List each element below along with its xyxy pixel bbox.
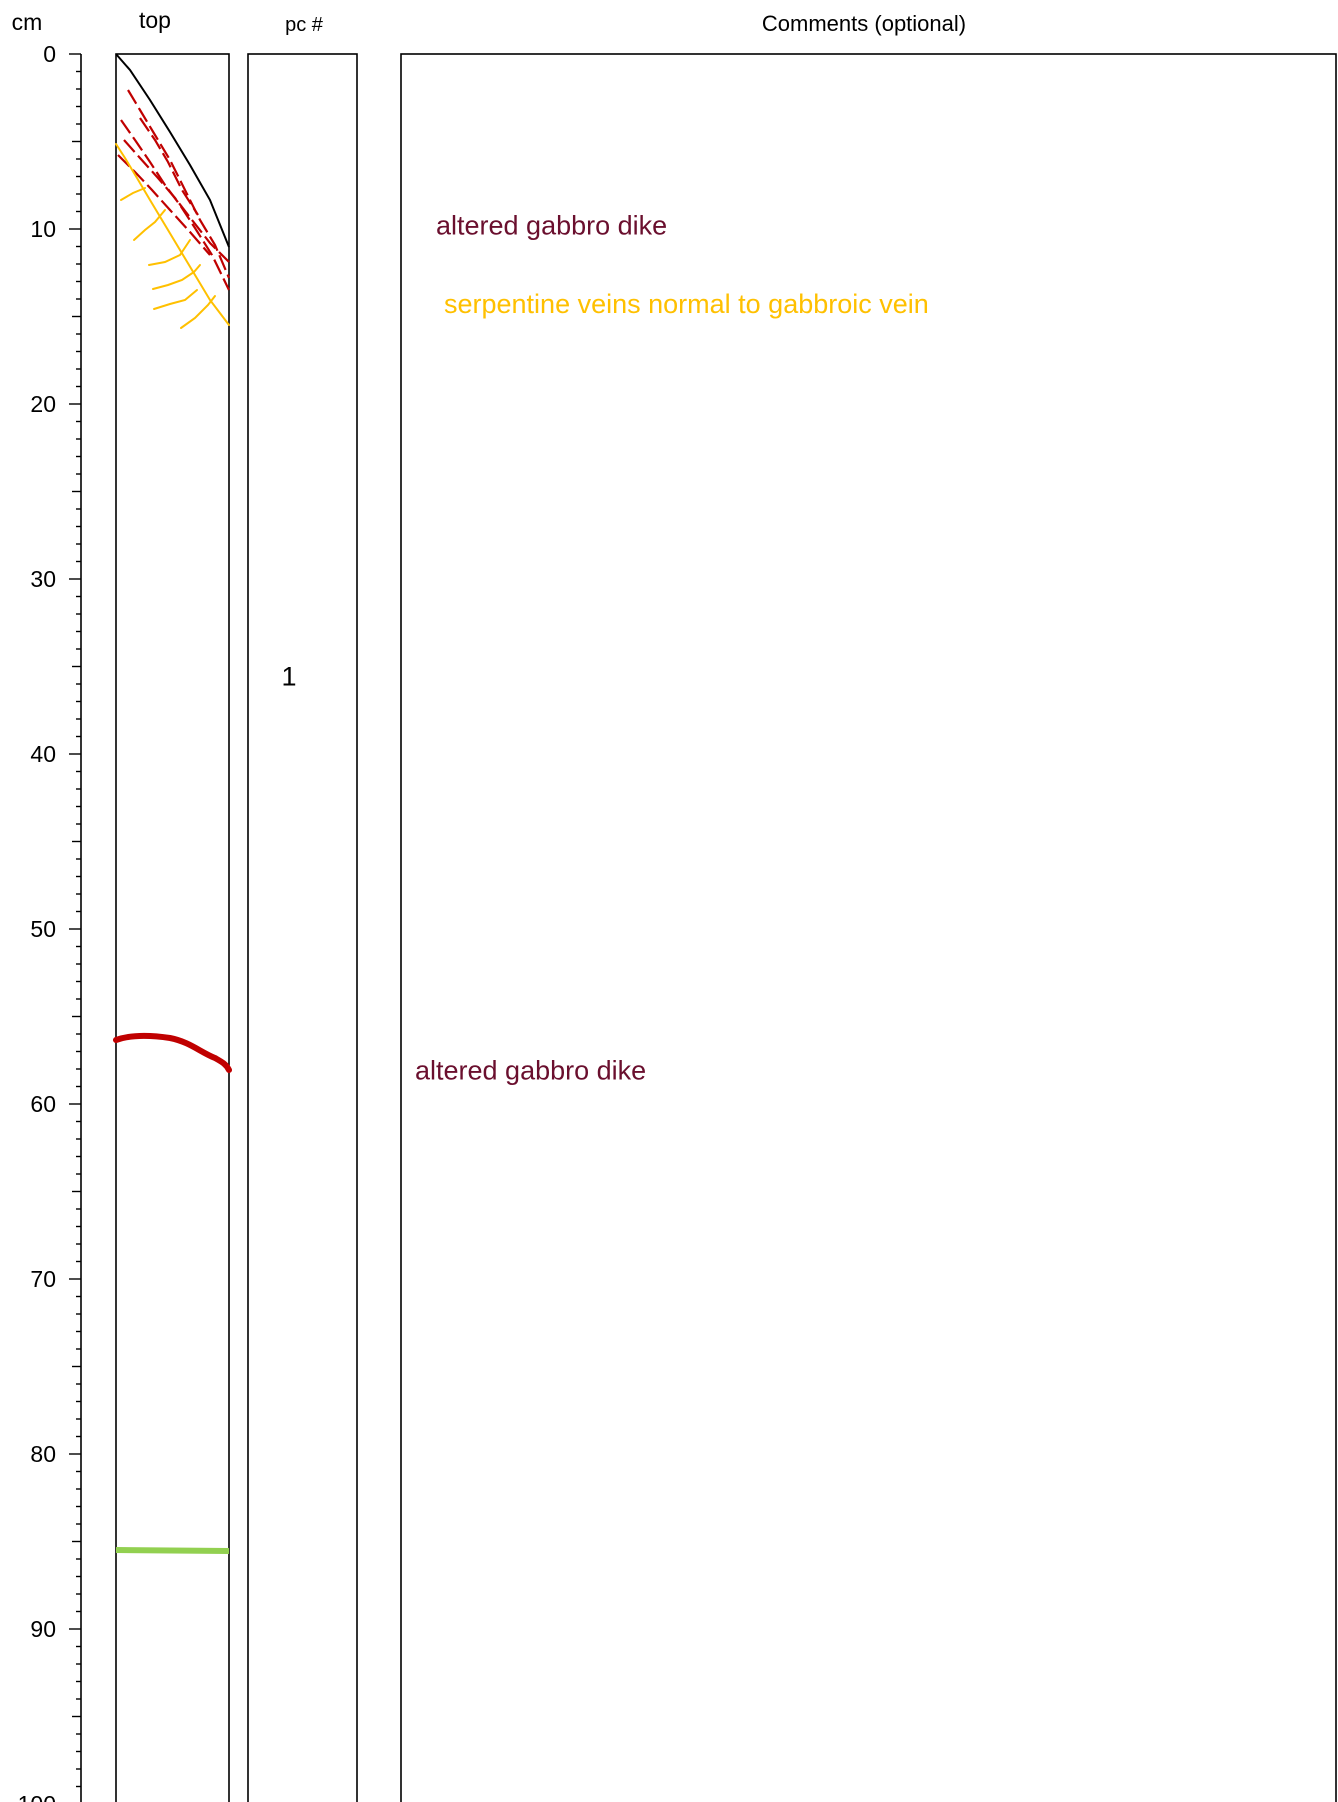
depth-tick-label: 30 <box>30 566 56 592</box>
depth-tick-label: 60 <box>30 1091 56 1117</box>
comments-column-header: Comments (optional) <box>762 11 966 36</box>
piece-column-header: pc # <box>285 14 324 36</box>
gabbro-vein-set <box>117 89 231 291</box>
piece-top-boundary <box>115 53 230 248</box>
comments-column <box>400 53 1337 1802</box>
depth-tick-label: 50 <box>30 916 56 942</box>
depth-tick-label: 80 <box>30 1441 56 1467</box>
core-sketch <box>113 53 232 1554</box>
piece-labels: 1 <box>281 661 296 691</box>
comments-text: altered gabbro dike serpentine veins norm… <box>415 210 929 1085</box>
depth-tick-label: 10 <box>30 216 56 242</box>
depth-tick-label: 70 <box>30 1266 56 1292</box>
scale-unit-header: cm <box>12 9 43 35</box>
piece-number: 1 <box>281 661 296 691</box>
serpentine-vein-set <box>115 143 230 329</box>
depth-tick-label: 0 <box>43 41 56 67</box>
comment-text: altered gabbro dike <box>415 1056 646 1086</box>
depth-tick-label: 90 <box>30 1616 56 1642</box>
green-band <box>115 1547 230 1554</box>
core-column-header: top <box>139 7 171 33</box>
depth-tick-label: 100 <box>18 1791 56 1802</box>
core-column <box>115 53 230 1802</box>
depth-tick-label: 40 <box>30 741 56 767</box>
comment-text: serpentine veins normal to gabbroic vein <box>444 289 929 319</box>
piece-column <box>247 53 358 1802</box>
gabbro-dike-contact <box>113 1032 232 1073</box>
comment-text: altered gabbro dike <box>436 210 667 240</box>
depth-scale: 0 10 20 30 40 50 60 70 80 90 100 <box>18 41 82 1802</box>
depth-tick-label: 20 <box>30 391 56 417</box>
